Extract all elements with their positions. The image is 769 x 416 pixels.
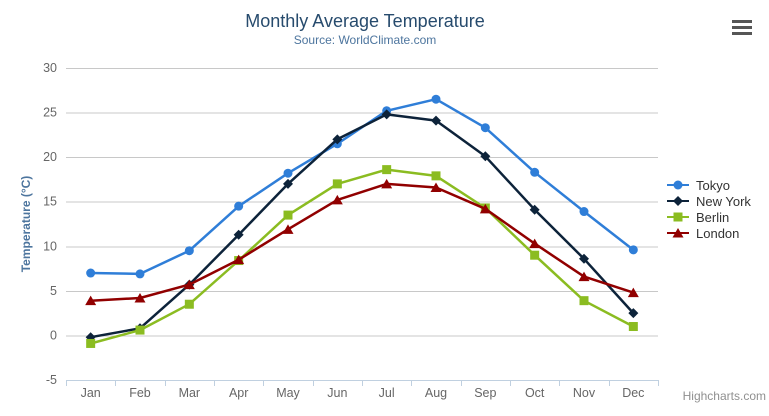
y-axis-label: 20: [43, 150, 57, 164]
x-axis-label: Oct: [525, 386, 545, 400]
y-axis-label: 30: [43, 61, 57, 75]
legend-label: New York: [696, 193, 751, 209]
data-point-new-york[interactable]: [431, 115, 441, 126]
legend: Tokyo New York Berlin London: [665, 177, 751, 241]
x-axis-label: Mar: [179, 386, 201, 400]
data-point-london[interactable]: [233, 254, 245, 265]
data-point-tokyo[interactable]: [480, 123, 490, 133]
data-point-berlin[interactable]: [628, 322, 638, 332]
data-point-new-york[interactable]: [529, 204, 540, 215]
x-axis-label: Dec: [622, 386, 644, 400]
data-point-london[interactable]: [85, 295, 97, 306]
series-new-york: [85, 109, 639, 343]
hamburger-bar: [732, 20, 752, 23]
data-point-berlin[interactable]: [431, 171, 441, 181]
hamburger-menu-icon[interactable]: [732, 20, 754, 35]
data-point-london[interactable]: [627, 287, 639, 298]
data-point-london[interactable]: [381, 178, 393, 189]
x-axis-label: Jul: [379, 386, 395, 400]
x-axis-label: Sep: [474, 386, 496, 400]
legend-item-new-york[interactable]: New York: [665, 193, 751, 209]
data-point-london[interactable]: [134, 292, 146, 303]
data-point-berlin[interactable]: [579, 296, 589, 306]
data-point-london[interactable]: [331, 194, 343, 205]
y-axis-label: 0: [50, 328, 57, 342]
x-axis-label: Nov: [573, 386, 596, 400]
data-point-london-legend: [672, 228, 684, 238]
data-point-tokyo[interactable]: [431, 94, 441, 104]
series-line-new-york[interactable]: [89, 113, 635, 339]
data-point-berlin[interactable]: [332, 179, 342, 189]
series-london: [85, 178, 639, 306]
x-axis-label: Jun: [327, 386, 347, 400]
x-axis-label: May: [276, 386, 300, 400]
data-point-berlin-legend: [673, 212, 683, 222]
data-point-tokyo[interactable]: [628, 245, 638, 255]
square-legend-marker-icon: [667, 212, 689, 222]
y-axis-label: 5: [50, 284, 57, 298]
y-axis-label: 25: [43, 106, 57, 120]
data-point-new-york[interactable]: [283, 178, 293, 189]
data-point-berlin[interactable]: [382, 165, 392, 175]
data-point-tokyo[interactable]: [283, 168, 293, 178]
legend-item-london[interactable]: London: [665, 225, 751, 241]
legend-item-berlin[interactable]: Berlin: [665, 209, 751, 225]
data-point-tokyo[interactable]: [234, 201, 244, 211]
legend-item-tokyo[interactable]: Tokyo: [665, 177, 751, 193]
series-line-tokyo[interactable]: [89, 97, 635, 276]
circle-legend-marker-icon: [667, 180, 689, 190]
data-point-berlin[interactable]: [184, 299, 194, 309]
data-point-new-york[interactable]: [628, 308, 639, 319]
hamburger-bar: [732, 32, 752, 35]
data-point-tokyo-legend: [673, 180, 683, 190]
x-axis-label: Aug: [425, 386, 447, 400]
series-tokyo: [86, 94, 638, 279]
y-axis-label: 10: [43, 239, 57, 253]
data-point-new-york[interactable]: [332, 134, 343, 145]
data-point-tokyo[interactable]: [184, 246, 194, 256]
data-point-berlin[interactable]: [86, 338, 96, 348]
data-point-tokyo[interactable]: [579, 207, 589, 217]
credits-link[interactable]: Highcharts.com: [682, 389, 766, 403]
legend-label: London: [696, 225, 740, 241]
hamburger-bar: [732, 26, 752, 29]
data-point-new-york[interactable]: [480, 151, 491, 162]
data-point-berlin[interactable]: [530, 250, 540, 260]
triangle-legend-marker-icon: [667, 228, 689, 238]
data-point-london[interactable]: [479, 203, 491, 214]
data-point-tokyo[interactable]: [530, 167, 540, 177]
data-point-new-york[interactable]: [233, 229, 244, 240]
legend-label: Berlin: [696, 209, 730, 225]
data-point-berlin[interactable]: [283, 210, 293, 220]
x-axis-label: Jan: [81, 386, 101, 400]
data-point-london[interactable]: [282, 224, 294, 234]
legend-label: Tokyo: [696, 177, 730, 193]
data-point-london[interactable]: [578, 271, 590, 282]
y-axis-label: 15: [43, 195, 57, 209]
data-point-new-york[interactable]: [381, 109, 392, 120]
diamond-legend-marker-icon: [667, 196, 689, 206]
data-point-new-york-legend: [673, 196, 683, 206]
chart-subtitle: Source: WorldClimate.com: [293, 33, 437, 47]
data-point-tokyo[interactable]: [86, 268, 96, 278]
data-point-tokyo[interactable]: [135, 269, 145, 279]
x-axis-label: Apr: [229, 386, 248, 400]
data-point-london[interactable]: [529, 238, 541, 249]
data-point-london[interactable]: [430, 182, 442, 192]
data-point-new-york[interactable]: [579, 253, 589, 264]
data-point-berlin[interactable]: [135, 325, 145, 335]
series-line-berlin[interactable]: [89, 168, 635, 345]
x-axis-label: Feb: [129, 386, 151, 400]
y-axis-label: -5: [46, 373, 57, 387]
chart-title: Monthly Average Temperature: [245, 11, 485, 31]
data-point-london[interactable]: [183, 279, 195, 290]
series-line-london[interactable]: [89, 182, 635, 302]
